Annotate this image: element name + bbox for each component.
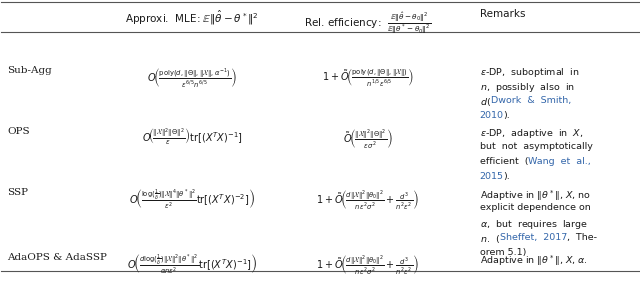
Text: Dwork  &  Smith,: Dwork & Smith, [491, 96, 571, 105]
Text: OPS: OPS [7, 127, 29, 136]
Text: but  not  asymptotically: but not asymptotically [479, 142, 593, 151]
Text: $O\!\left(\frac{\mathrm{poly}(d,\|\Theta\|,\|\mathcal{X}\|,\alpha^{-1})}{\epsilo: $O\!\left(\frac{\mathrm{poly}(d,\|\Theta… [147, 66, 237, 89]
Text: $1 + \tilde{O}\!\left(\frac{d\|\mathcal{X}\|^2\|\theta_0\|^2}{n\epsilon^2\sigma^: $1 + \tilde{O}\!\left(\frac{d\|\mathcal{… [316, 188, 419, 211]
Text: AdaOPS & AdaSSP: AdaOPS & AdaSSP [7, 254, 107, 263]
Text: Sub-Agg: Sub-Agg [7, 66, 52, 75]
Text: Adaptive in $\|\theta^*\|$, $X$, $\alpha$.: Adaptive in $\|\theta^*\|$, $X$, $\alpha… [479, 254, 588, 268]
Text: $\epsilon$-DP,  adaptive  in  $X$,: $\epsilon$-DP, adaptive in $X$, [479, 127, 583, 140]
Text: Adaptive in $\|\theta^*\|$, $X$, no: Adaptive in $\|\theta^*\|$, $X$, no [479, 188, 591, 203]
Text: $O\!\left(\frac{\|\mathcal{X}\|^2\|\Theta\|^2}{\epsilon}\right)\mathrm{tr}[(X^TX: $O\!\left(\frac{\|\mathcal{X}\|^2\|\Thet… [142, 127, 243, 147]
Text: $1 + \tilde{O}\!\left(\frac{\mathrm{poly}(d,\|\Theta\|,\|\mathcal{X}\|)}{n^{1/5}: $1 + \tilde{O}\!\left(\frac{\mathrm{poly… [322, 66, 414, 88]
Text: $O\!\left(\frac{\log(\frac{1}{\delta})\|\mathcal{X}\|^4\|\theta^*\|^2}{\epsilon^: $O\!\left(\frac{\log(\frac{1}{\delta})\|… [129, 188, 255, 212]
Text: ,  The-: , The- [567, 233, 596, 242]
Text: Wang  et  al.,: Wang et al., [528, 157, 591, 166]
Text: explicit dependence on: explicit dependence on [479, 203, 591, 212]
Text: ).: ). [504, 172, 510, 181]
Text: $\epsilon$-DP,  suboptimal  in: $\epsilon$-DP, suboptimal in [479, 66, 579, 79]
Text: efficient  (: efficient ( [479, 157, 528, 166]
Text: $\tilde{O}\!\left(\frac{\|\mathcal{X}\|^2\|\Theta\|^2}{\epsilon\sigma^2}\right)$: $\tilde{O}\!\left(\frac{\|\mathcal{X}\|^… [343, 127, 393, 150]
Text: 2015: 2015 [479, 172, 504, 181]
Text: SSP: SSP [7, 188, 28, 197]
Text: orem 5.1): orem 5.1) [479, 248, 526, 257]
Text: Rel. efficiency:  $\frac{\mathbb{E}\|\hat{\theta}-\theta_0\|^2}{\mathbb{E}\|\the: Rel. efficiency: $\frac{\mathbb{E}\|\hat… [305, 9, 431, 36]
Text: Remarks: Remarks [479, 9, 525, 19]
Text: 2010: 2010 [479, 111, 504, 120]
Text: $1 + \tilde{O}\!\left(\frac{d\|\mathcal{X}\|^2\|\theta_0\|^2}{n\epsilon^2\sigma^: $1 + \tilde{O}\!\left(\frac{d\|\mathcal{… [316, 254, 419, 276]
Text: Approxi.  MLE: $\mathbb{E}\|\hat{\theta} - \theta^*\|^2$: Approxi. MLE: $\mathbb{E}\|\hat{\theta} … [125, 9, 259, 27]
Text: $n$.  (: $n$. ( [479, 233, 500, 245]
Text: ).: ). [504, 111, 510, 120]
Text: Sheffet,  2017: Sheffet, 2017 [500, 233, 567, 242]
Text: $d$(: $d$( [479, 96, 491, 108]
Text: $O\!\left(\frac{d\log(\frac{1}{\delta})\|\mathcal{X}\|^2\|\theta^*\|^2}{\alpha n: $O\!\left(\frac{d\log(\frac{1}{\delta})\… [127, 254, 257, 277]
Text: $n$,  possibly  also  in: $n$, possibly also in [479, 81, 575, 94]
Text: $\alpha$,  but  requires  large: $\alpha$, but requires large [479, 218, 588, 231]
